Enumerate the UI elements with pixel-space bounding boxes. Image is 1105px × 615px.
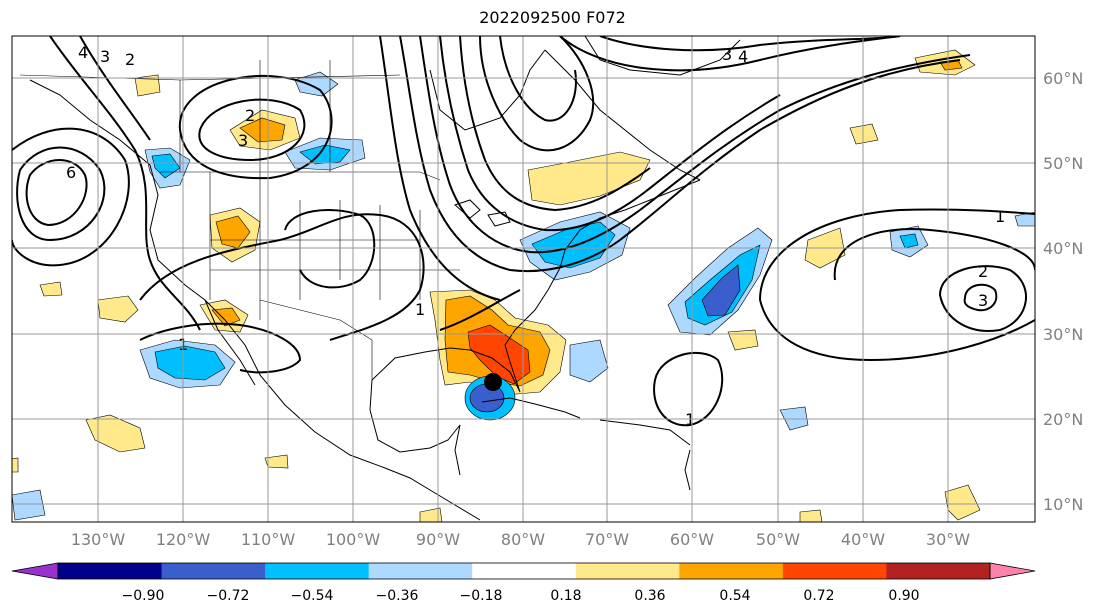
colorbar-tick-label: −0.36 — [376, 588, 419, 604]
political-borders — [19, 60, 460, 380]
colorbar-extend-min — [11, 562, 59, 580]
colorbar-tick-label: −0.54 — [291, 588, 334, 604]
contour-label: 3 — [722, 45, 732, 64]
contour-label: 2 — [978, 262, 988, 281]
colorbar-tick-label: 0.72 — [803, 588, 834, 604]
lat-label: 50°N — [1043, 154, 1083, 173]
lon-label: 80°W — [501, 530, 545, 549]
contour-label: 2 — [245, 106, 255, 125]
colorbar-tick-label: 0.90 — [888, 588, 919, 604]
colorbar-tick-label: −0.90 — [122, 588, 165, 604]
colorbar-segment — [58, 563, 163, 579]
lon-label: 50°W — [756, 530, 800, 549]
colorbar-tick-label: 0.54 — [719, 588, 750, 604]
colorbar-segment — [472, 563, 577, 579]
colorbar-segment — [886, 563, 991, 579]
colorbar-segment — [782, 563, 887, 579]
storm-center-marker — [484, 373, 502, 391]
lon-label: 30°W — [926, 530, 970, 549]
height-contours — [12, 36, 1035, 427]
lon-label: 60°W — [670, 530, 714, 549]
lat-label: 30°N — [1043, 325, 1083, 344]
colorbar-segment — [161, 563, 266, 579]
lon-label: 110°W — [241, 530, 296, 549]
coastlines — [29, 36, 741, 521]
lon-label: 100°W — [326, 530, 381, 549]
colorbar-border — [57, 562, 991, 580]
colorbar-segment — [679, 563, 784, 579]
colorbar-tick-label: −0.18 — [460, 588, 503, 604]
lon-label: 120°W — [156, 530, 211, 549]
contour-label: 1 — [995, 207, 1005, 226]
colorbar-tick-label: 0.36 — [634, 588, 665, 604]
contour-label: 4 — [738, 47, 748, 66]
lat-label: 10°N — [1043, 495, 1083, 514]
map-title: 2022092500 F072 — [479, 8, 626, 27]
colorbar-segment — [368, 563, 473, 579]
contour-label: 1 — [415, 300, 425, 319]
contour-label: 3 — [100, 47, 110, 66]
lat-label: 60°N — [1043, 69, 1083, 88]
colorbar-tick-label: −0.72 — [207, 588, 250, 604]
gridlines — [12, 36, 1035, 522]
colorbar-segment — [265, 563, 370, 579]
longitude-labels: 130°W 120°W 110°W 100°W 90°W 80°W 70°W 6… — [71, 530, 970, 549]
colorbar-ticks: −0.90 −0.72 −0.54 −0.36 −0.18 0.18 0.36 … — [122, 588, 920, 604]
colorbar — [11, 562, 1036, 580]
lon-label: 40°W — [841, 530, 885, 549]
colorbar-extend-max — [989, 562, 1036, 580]
lon-label: 70°W — [585, 530, 629, 549]
contour-label: 4 — [78, 43, 88, 62]
colorbar-segment — [575, 563, 680, 579]
contour-label: 3 — [978, 291, 988, 310]
contour-label: 6 — [66, 163, 76, 182]
lon-label: 130°W — [71, 530, 126, 549]
colorbar-tick-label: 0.18 — [550, 588, 581, 604]
lon-label: 90°W — [416, 530, 460, 549]
lat-label: 40°N — [1043, 239, 1083, 258]
anomaly-shading — [12, 49, 1035, 522]
latitude-labels: 60°N 50°N 40°N 30°N 20°N 10°N — [1043, 69, 1083, 514]
map-border — [11, 35, 1036, 523]
lat-label: 20°N — [1043, 410, 1083, 429]
contour-label: 3 — [238, 131, 248, 150]
contour-label: 2 — [125, 50, 135, 69]
